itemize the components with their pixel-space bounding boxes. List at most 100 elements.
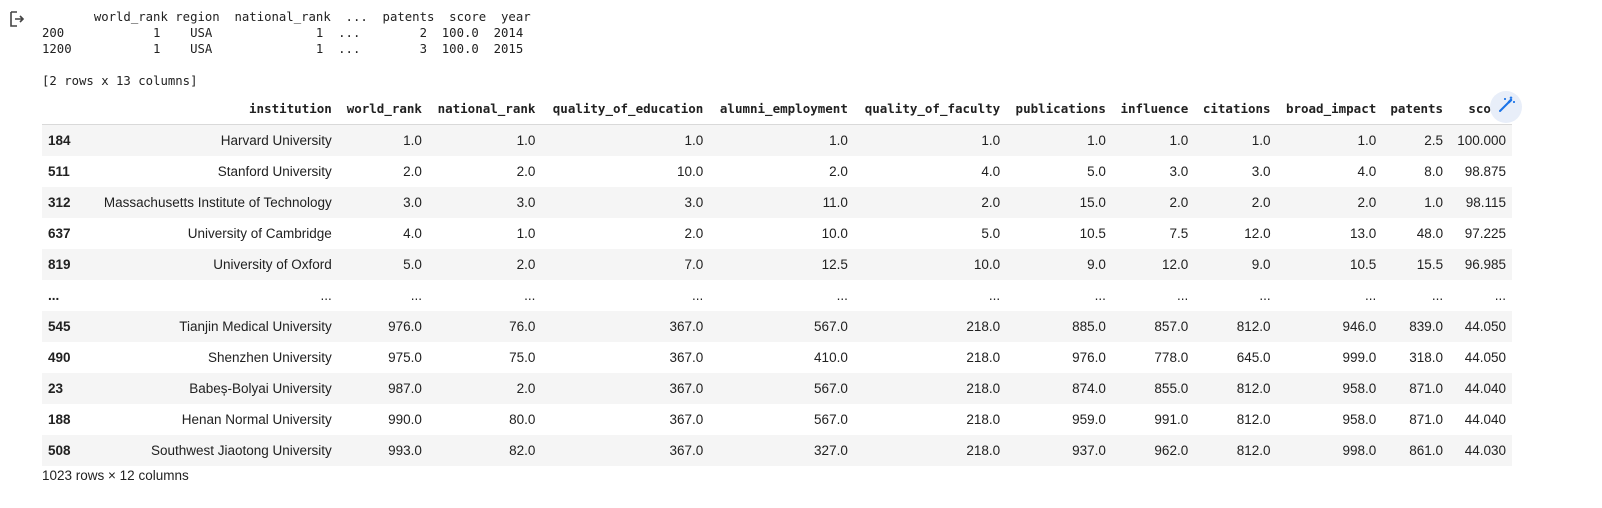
table-cell: 15.0 [1079,195,1106,210]
magic-wand-icon [1496,95,1516,120]
table-cell: 10.5 [1079,226,1106,241]
table-cell: 1.0 [1424,195,1444,210]
table-cell: 327.0 [814,443,848,458]
table-cell: 839.0 [1409,319,1444,334]
text-output-line: 200 1 USA 1 ... 2 100.0 2014 [42,26,524,40]
table-cell: 990.0 [388,412,422,427]
table-cell: 1.0 [1087,133,1106,148]
table-cell: 2.0 [829,164,848,179]
column-header: publications [1006,92,1112,125]
column-header: alumni_employment [709,92,854,125]
column-header: influence [1111,92,1195,125]
table-cell: 218.0 [966,412,1001,427]
magic-wand-button[interactable] [1490,91,1522,123]
table-cell: 13.0 [1349,226,1377,241]
table-cell: ... [410,288,422,303]
table-cell: 44.030 [1464,443,1506,458]
table-cell: 5.0 [981,226,1001,241]
table-cell: 885.0 [1072,319,1106,334]
table-cell: 3.0 [684,195,704,210]
table-row: 490 Shenzhen University 975.0 75.0 367.0 410.… [42,342,1512,373]
table-cell: 1.0 [516,226,536,241]
table-cell: 1.0 [1357,133,1377,148]
table-cell: 975.0 [388,350,422,365]
table-cell: Babeș-Bolyai University [189,381,332,396]
row-index: 490 [48,350,71,365]
table-cell: ... [988,288,1001,303]
table-cell: 987.0 [388,381,422,396]
table-cell: 218.0 [966,319,1001,334]
table-cell: 812.0 [1236,412,1271,427]
table-cell: 2.0 [403,164,422,179]
table-cell: 812.0 [1236,319,1271,334]
table-cell: ... [692,288,704,303]
table-header-row: institution world_rank national_rank qualit… [42,92,1512,125]
table-cell: 2.0 [516,164,536,179]
table-cell: 871.0 [1409,412,1444,427]
table-cell: 2.0 [1169,195,1189,210]
table-row: 188 Henan Normal University 990.0 80.0 367.0… [42,404,1512,435]
table-cell: Massachusetts Institute of Technology [103,195,332,210]
column-header: institution [90,92,338,125]
row-index: 508 [48,443,71,458]
table-cell: 97.225 [1464,226,1506,241]
table-cell: 2.0 [981,195,1001,210]
row-index: 188 [48,412,71,427]
table-cell: 855.0 [1154,381,1189,396]
table-cell: 7.5 [1169,226,1189,241]
table-cell: 999.0 [1342,350,1377,365]
table-cell: 812.0 [1236,381,1271,396]
table-cell: 991.0 [1154,412,1189,427]
table-cell: 962.0 [1154,443,1189,458]
table-cell: 15.5 [1416,257,1444,272]
dataframe-output: institution world_rank national_rank qualit… [42,92,1512,466]
table-cell: 10.0 [821,226,848,241]
table-cell: 2.0 [684,226,704,241]
column-header: broad_impact [1276,92,1383,125]
table-cell: University of Cambridge [187,226,332,241]
table-cell: 98.115 [1465,195,1506,210]
table-cell: 2.0 [516,257,536,272]
table-cell: ... [1259,288,1271,303]
table-cell: 367.0 [669,443,704,458]
table-cell: 44.040 [1464,412,1506,427]
table-cell: 5.0 [1087,164,1106,179]
table-cell: 937.0 [1072,443,1106,458]
table-cell: Henan Normal University [181,412,332,427]
table-cell: 998.0 [1342,443,1377,458]
table-cell: 1.0 [684,133,704,148]
table-cell: ... [1365,288,1377,303]
table-cell: 812.0 [1236,443,1271,458]
table-cell: 993.0 [388,443,422,458]
table-cell: 367.0 [669,319,704,334]
table-cell: 218.0 [966,443,1001,458]
row-index: 312 [48,195,71,210]
table-cell: Tianjin Medical University [179,319,332,334]
table-cell: 1.0 [1169,133,1189,148]
table-cell: ... [1176,288,1189,303]
table-cell: 567.0 [814,381,848,396]
table-cell: 778.0 [1154,350,1189,365]
dataframe-summary: 1023 rows × 12 columns [42,468,189,483]
table-cell: 946.0 [1342,319,1377,334]
output-arrow-icon[interactable] [8,10,26,28]
table-cell: 48.0 [1416,226,1444,241]
table-cell: 44.040 [1464,381,1506,396]
table-row: 819 University of Oxford 5.0 2.0 7.0 12.5 10.0… [42,249,1512,280]
table-cell: 3.0 [403,195,422,210]
table-cell: 12.0 [1161,257,1189,272]
table-cell: 12.0 [1244,226,1271,241]
table-cell: 12.5 [821,257,848,272]
table-cell: ... [1431,288,1444,303]
table-cell: 1.0 [1251,133,1271,148]
table-cell: Stanford University [217,164,332,179]
table-cell: 567.0 [814,412,848,427]
table-row: 511 Stanford University 2.0 2.0 10.0 2.0 4.0 5.… [42,156,1512,187]
table-cell: 3.0 [1169,164,1189,179]
table-cell: 2.0 [516,381,536,396]
text-output-line [42,57,531,73]
table-cell: 44.050 [1464,319,1506,334]
table-cell: Shenzhen University [207,350,332,365]
table-cell: 645.0 [1236,350,1271,365]
table-cell: Harvard University [220,133,332,148]
